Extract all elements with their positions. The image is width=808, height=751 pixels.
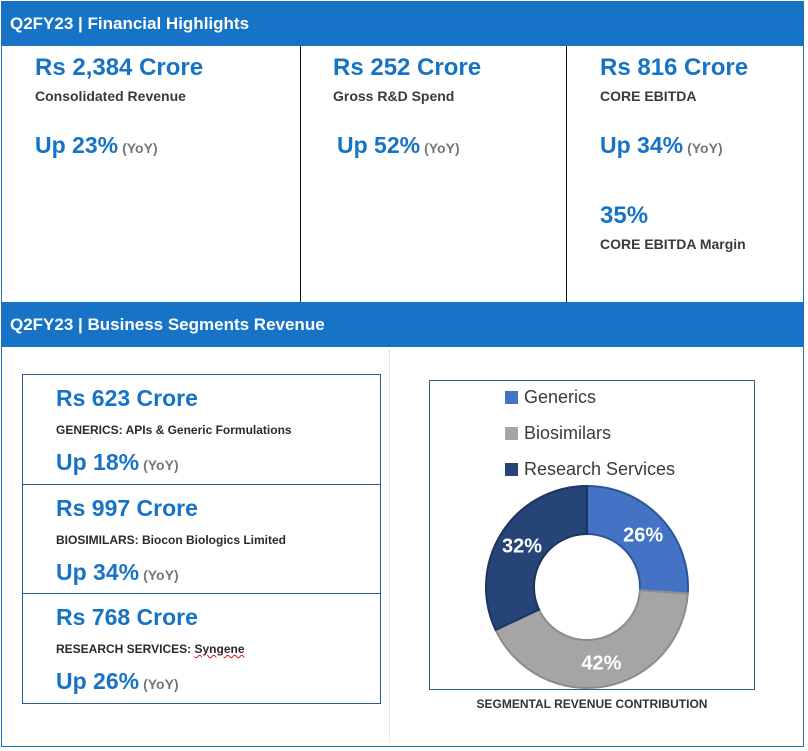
biosimilars-label: BIOSIMILARS: Biocon Biologics Limited: [56, 533, 287, 547]
growth-text: Up 52%: [337, 132, 421, 158]
segments-box: [22, 374, 381, 704]
research-services-value: Rs 768 Crore: [56, 604, 198, 630]
rnd-label: Gross R&D Spend: [333, 88, 455, 104]
syngene-text: Syngene: [194, 642, 245, 656]
column-divider: [566, 46, 567, 302]
segment-divider: [22, 484, 381, 485]
legend-label: Research Services: [524, 459, 676, 479]
section-divider: [389, 350, 390, 742]
yoy-text: (YoY): [424, 140, 460, 156]
legend-item-research-services: Research Services: [505, 459, 675, 480]
generics-label: GENERICS: APIs & Generic Formulations: [56, 423, 292, 437]
yoy-text: (YoY): [143, 567, 179, 583]
chart-caption: SEGMENTAL REVENUE CONTRIBUTION: [476, 697, 708, 711]
ebitda-label: CORE EBITDA: [600, 88, 697, 104]
biosimilars-growth: Up 34% (YoY): [56, 561, 179, 584]
financial-highlights-header: Q2FY23 | Financial Highlights: [2, 2, 804, 46]
column-divider: [300, 46, 301, 302]
ebitda-growth: Up 34% (YoY): [600, 134, 723, 157]
biosimilars-value: Rs 997 Crore: [56, 495, 198, 521]
ebitda-value: Rs 816 Crore: [600, 54, 749, 81]
legend-item-biosimilars: Biosimilars: [505, 423, 611, 444]
legend-swatch: [505, 463, 518, 476]
generics-value: Rs 623 Crore: [56, 385, 198, 411]
ebitda-margin-value: 35%: [600, 202, 649, 229]
legend-swatch: [505, 391, 518, 404]
legend-label: Biosimilars: [524, 423, 612, 443]
revenue-growth: Up 23% (YoY): [35, 134, 158, 157]
research-services-label: RESEARCH SERVICES: Syngene: [56, 643, 245, 655]
rnd-growth: Up 52% (YoY): [337, 134, 460, 157]
legend-swatch: [505, 427, 518, 440]
growth-text: Up 23%: [35, 132, 119, 158]
rnd-value: Rs 252 Crore: [333, 54, 482, 81]
revenue-value: Rs 2,384 Crore: [35, 54, 204, 81]
growth-text: Up 18%: [56, 449, 140, 475]
segment-divider: [22, 593, 381, 594]
growth-text: Up 34%: [56, 559, 140, 585]
label-prefix: RESEARCH SERVICES:: [56, 642, 195, 656]
yoy-text: (YoY): [143, 676, 179, 692]
chart-box: [429, 380, 755, 690]
ebitda-margin-label: CORE EBITDA Margin: [600, 236, 746, 252]
yoy-text: (YoY): [687, 140, 723, 156]
growth-text: Up 26%: [56, 668, 140, 694]
legend-label: Generics: [524, 387, 597, 407]
growth-text: Up 34%: [600, 132, 684, 158]
yoy-text: (YoY): [143, 457, 179, 473]
business-segments-header: Q2FY23 | Business Segments Revenue: [2, 302, 804, 347]
legend-item-generics: Generics: [505, 387, 596, 408]
revenue-label: Consolidated Revenue: [35, 88, 186, 104]
yoy-text: (YoY): [122, 140, 158, 156]
generics-growth: Up 18% (YoY): [56, 451, 179, 474]
research-services-growth: Up 26% (YoY): [56, 670, 179, 693]
